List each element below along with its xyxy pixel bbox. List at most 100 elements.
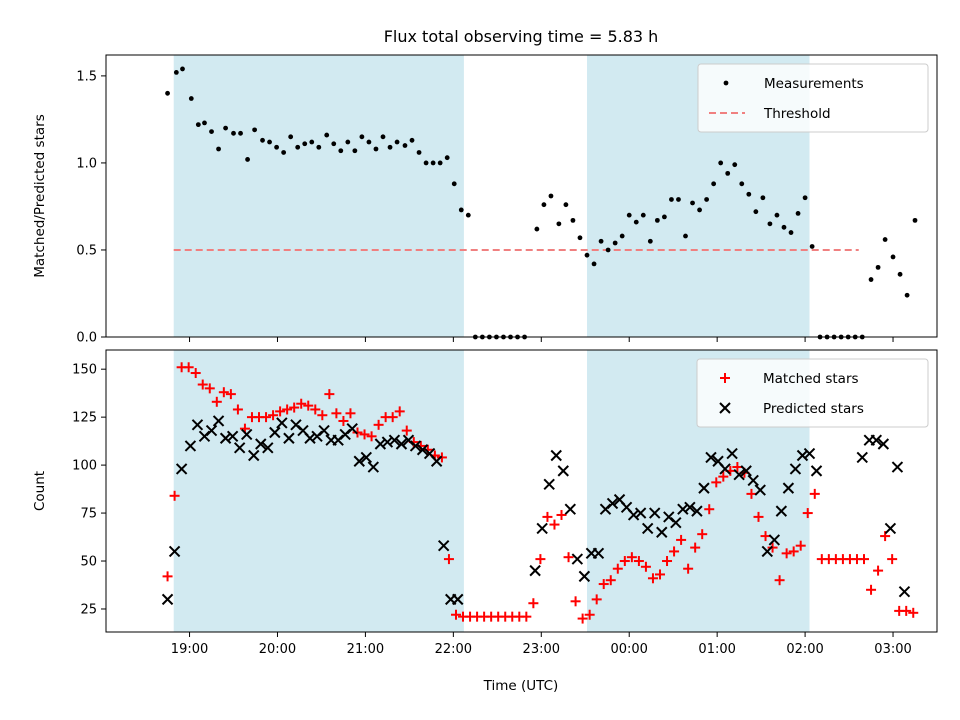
marker-stroke [719, 463, 731, 475]
marker-stroke [557, 465, 569, 477]
data-point [255, 438, 267, 450]
data-point [725, 170, 731, 176]
data-point [606, 497, 619, 510]
data-point [557, 465, 569, 477]
data-point [430, 455, 443, 467]
figure-title: Flux total observing time = 5.83 h [384, 27, 659, 46]
data-point [669, 197, 674, 202]
data-point [161, 593, 174, 606]
data-point [245, 157, 250, 162]
data-point [184, 440, 197, 452]
data-point [760, 531, 771, 542]
data-point [690, 200, 695, 206]
marker-stroke [761, 545, 773, 558]
data-point [219, 432, 232, 444]
data-point [705, 451, 717, 464]
data-point [226, 430, 239, 443]
data-point [542, 511, 553, 522]
legend-box [697, 63, 929, 133]
data-point [232, 404, 243, 415]
data-point [316, 144, 322, 150]
data-point [450, 609, 461, 620]
data-point [211, 396, 222, 407]
marker-stroke [409, 440, 422, 452]
x-tick-label: 20:00 [259, 642, 296, 657]
data-point [556, 221, 562, 227]
data-point [684, 501, 696, 514]
data-point [218, 387, 229, 398]
data-point [753, 209, 759, 215]
data-point [605, 575, 616, 586]
marker-stroke [374, 438, 387, 450]
data-point [803, 447, 816, 460]
data-point [882, 237, 888, 242]
y-tick-label: 25 [80, 602, 97, 617]
marker-stroke [402, 434, 415, 446]
data-point [789, 463, 802, 475]
data-point [252, 127, 258, 133]
data-point [740, 465, 752, 477]
data-point [723, 80, 729, 86]
data-point [458, 207, 464, 213]
marker-stroke [269, 426, 281, 439]
data-point [782, 482, 795, 494]
data-point [168, 545, 181, 558]
data-point [260, 137, 265, 143]
marker-stroke [529, 564, 541, 577]
data-point [331, 141, 337, 147]
series-plus [162, 362, 919, 624]
marker-stroke [240, 428, 253, 441]
data-point [304, 432, 316, 444]
y-tick-label: 150 [72, 363, 97, 378]
data-point [535, 554, 546, 565]
marker-stroke [691, 505, 703, 517]
observing-window-band [173, 55, 464, 337]
data-point [173, 70, 179, 75]
data-point [591, 594, 602, 605]
marker-stroke [367, 461, 380, 473]
marker-stroke [452, 593, 464, 606]
data-point [809, 244, 815, 249]
axes-frame [105, 54, 938, 338]
data-point [387, 412, 398, 423]
data-point [810, 465, 823, 477]
data-point [584, 252, 590, 258]
data-point [388, 434, 401, 446]
data-point [753, 511, 764, 522]
data-point [416, 444, 429, 456]
data-point [767, 221, 773, 227]
data-point [346, 422, 358, 435]
marker-stroke [656, 526, 668, 538]
data-point [394, 406, 405, 417]
data-point [788, 546, 799, 557]
data-point [577, 613, 588, 624]
data-point [359, 429, 370, 440]
data-point [683, 563, 694, 574]
data-point [669, 546, 680, 557]
data-point [374, 438, 387, 450]
marker-stroke [606, 497, 619, 510]
data-point [760, 195, 766, 201]
legend-label: Predicted stars [763, 401, 864, 417]
data-point [873, 565, 884, 576]
data-point [423, 160, 429, 166]
data-point [288, 134, 294, 140]
marker-stroke [649, 507, 661, 519]
series-dot [165, 66, 918, 340]
marker-stroke [733, 468, 745, 481]
data-point [209, 129, 214, 134]
marker-stroke [423, 447, 436, 460]
data-point [373, 419, 384, 430]
marker-stroke [212, 415, 225, 427]
observing-window-band [173, 350, 464, 632]
legend-box [696, 358, 929, 428]
marker-stroke [388, 434, 401, 446]
data-point [733, 468, 745, 481]
data-point [225, 389, 236, 400]
data-point [366, 139, 372, 145]
data-point [683, 233, 688, 239]
x-tick-label: 23:00 [523, 642, 560, 657]
marker-stroke [884, 522, 897, 535]
data-point [195, 122, 201, 128]
